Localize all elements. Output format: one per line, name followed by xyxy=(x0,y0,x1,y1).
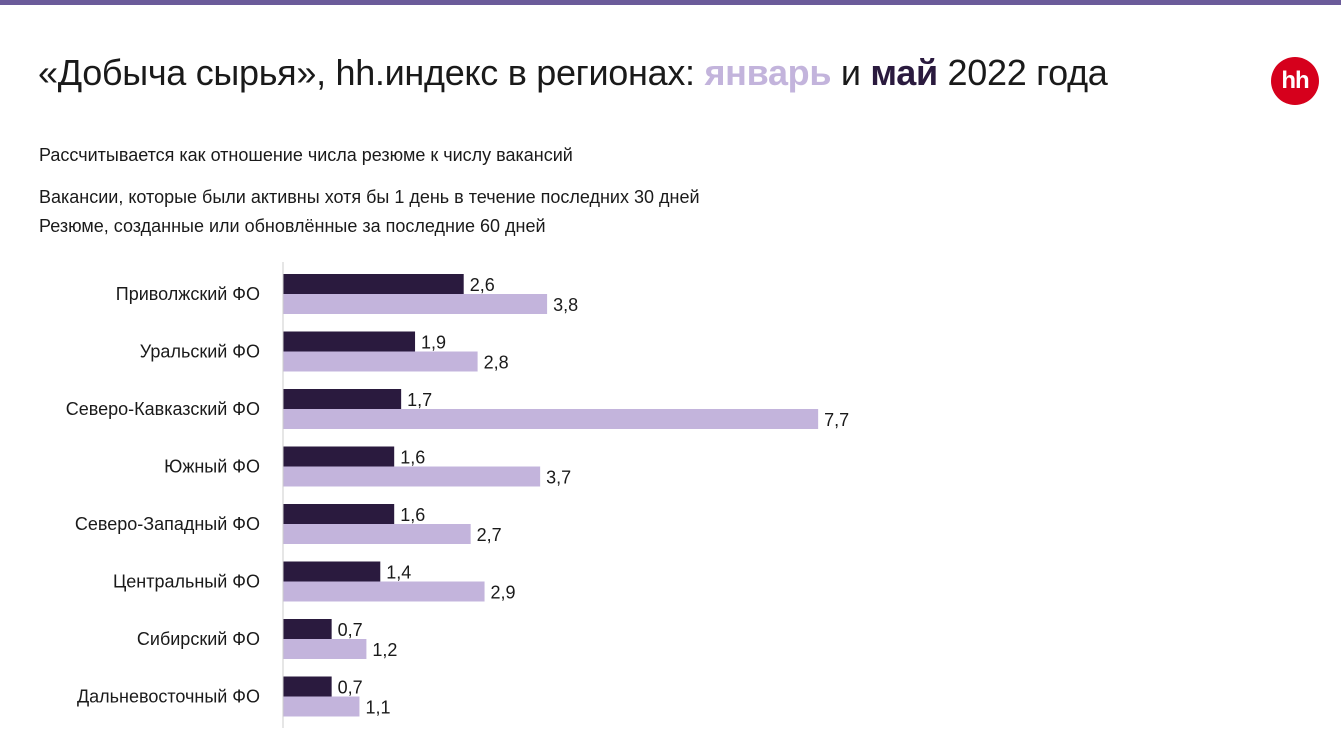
bar-may xyxy=(283,389,402,409)
page-title: «Добыча сырья», hh.индекс в регионах: ян… xyxy=(38,52,1108,94)
bar-january xyxy=(283,696,360,717)
category-label: Дальневосточный ФО xyxy=(77,687,260,707)
note-vacancies: Вакансии, которые были активны хотя бы 1… xyxy=(39,187,700,207)
title-prefix: «Добыча сырья», hh.индекс в регионах: xyxy=(38,52,705,93)
data-label-january: 3,8 xyxy=(553,295,578,315)
bar-chart: Приволжский ФО 2,6 3,8 Уральский ФО 1,9 2,8 Се… xyxy=(66,262,849,728)
category-label: Приволжский ФО xyxy=(116,284,260,304)
bar-january xyxy=(283,351,478,372)
bar-may xyxy=(283,331,416,352)
title-may: май xyxy=(870,52,938,93)
top-accent-bar xyxy=(0,0,1341,5)
data-label-january: 2,9 xyxy=(491,583,516,603)
bar-may xyxy=(283,676,332,697)
subtitle: Рассчитывается как отношение числа резюм… xyxy=(39,145,573,165)
bar-january xyxy=(283,581,485,602)
category-label: Центральный ФО xyxy=(113,572,260,592)
title-january: январь xyxy=(704,52,832,93)
data-label-may: 1,4 xyxy=(386,563,411,583)
category-label: Южный ФО xyxy=(164,457,260,477)
data-label-january: 1,2 xyxy=(372,640,397,660)
bar-may xyxy=(283,561,381,582)
data-label-may: 1,9 xyxy=(421,333,446,353)
data-label-may: 0,7 xyxy=(338,620,363,640)
bar-january xyxy=(283,294,548,314)
bar-may xyxy=(283,504,395,524)
bar-may xyxy=(283,274,464,294)
hh-logo: hh xyxy=(1271,57,1319,105)
category-label: Северо-Западный ФО xyxy=(75,514,260,534)
data-label-may: 1,7 xyxy=(407,390,432,410)
data-label-january: 3,7 xyxy=(546,468,571,488)
title-suffix: 2022 года xyxy=(937,52,1108,93)
data-label-may: 1,6 xyxy=(400,505,425,525)
data-label-january: 1,1 xyxy=(365,698,390,718)
category-label: Сибирский ФО xyxy=(137,629,260,649)
category-label: Уральский ФО xyxy=(140,342,260,362)
bar-january xyxy=(283,524,471,544)
bar-january xyxy=(283,639,367,659)
data-label-may: 0,7 xyxy=(338,678,363,698)
hh-logo-text: hh xyxy=(1281,67,1309,94)
bar-january xyxy=(283,409,819,429)
data-label-january: 2,8 xyxy=(484,353,509,373)
data-label-january: 2,7 xyxy=(477,525,502,545)
bar-may xyxy=(283,446,395,467)
data-label-may: 2,6 xyxy=(470,275,495,295)
bar-may xyxy=(283,619,332,639)
data-label-january: 7,7 xyxy=(824,410,849,430)
data-label-may: 1,6 xyxy=(400,448,425,468)
note-resumes: Резюме, созданные или обновлённые за пос… xyxy=(39,216,546,236)
category-label: Северо-Кавказский ФО xyxy=(66,399,260,419)
bar-january xyxy=(283,466,541,487)
title-and: и xyxy=(831,52,871,93)
